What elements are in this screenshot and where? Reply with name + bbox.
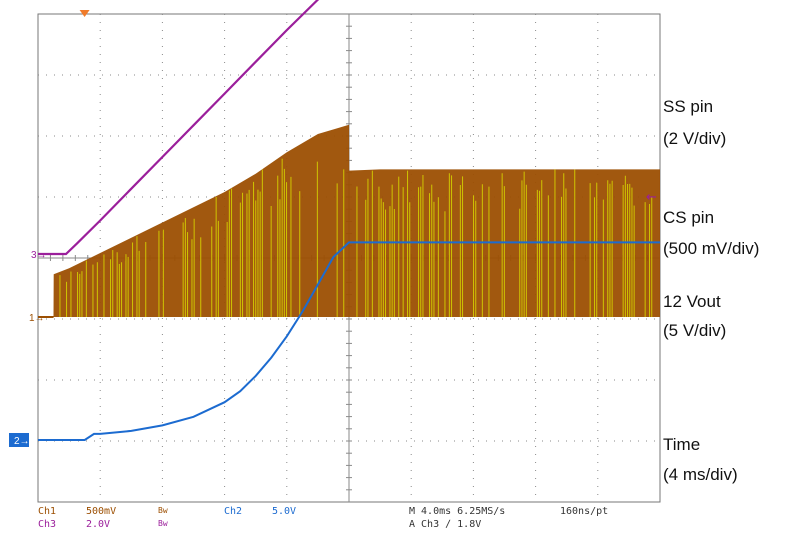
readout-bar: Ch1 500mV Bw Ch2 5.0V M 4.0ms 6.25MS/s 1… — [38, 506, 608, 530]
channel-markers: 3→ 1→ 2→ ← — [9, 10, 657, 447]
readout-ch2: Ch2 — [224, 506, 242, 517]
ch2-vout-trace — [38, 241, 660, 441]
ch2-line — [38, 241, 660, 441]
ch2-ground-marker-box — [9, 433, 29, 447]
time-scale-label: (4 ms/div) — [663, 465, 738, 484]
readout-trigger: A Ch3 ∕ 1.8V — [409, 519, 481, 530]
readout-timebase: M 4.0ms 6.25MS/s — [409, 506, 505, 517]
cs-pin-scale-label: (500 mV/div) — [663, 239, 760, 258]
ch3-line — [38, 0, 320, 256]
ch1-ground-marker: 1→ — [29, 313, 45, 324]
vout-scale-label: (5 V/div) — [663, 321, 727, 340]
readout-ch3-scale: 2.0V — [86, 519, 110, 530]
readout-bw3: Bw — [158, 519, 168, 528]
readout-ch2-scale: 5.0V — [272, 506, 296, 517]
readout-ch1-scale: 500mV — [86, 506, 116, 517]
readout-ch1: Ch1 — [38, 506, 56, 517]
readout-resolution: 160ns/pt — [560, 506, 608, 517]
ss-pin-label: SS pin — [663, 97, 714, 116]
ch1-envelope — [38, 124, 660, 317]
readout-ch3: Ch3 — [38, 519, 56, 530]
readout-bw1: Bw — [158, 506, 168, 515]
ch3-ss-pin-trace — [38, 0, 320, 256]
trigger-level-marker: ← — [646, 190, 657, 205]
ch3-ground-marker: 3→ — [31, 250, 47, 261]
ch2-ground-marker: 2→ — [14, 436, 30, 447]
ch1-cs-pin-trace — [38, 124, 660, 318]
trigger-position-marker — [79, 10, 90, 17]
time-label: Time — [663, 435, 701, 454]
cs-pin-label: CS pin — [663, 208, 715, 227]
vout-label: 12 Vout — [663, 292, 721, 311]
ss-pin-scale-label: (2 V/div) — [663, 129, 727, 148]
